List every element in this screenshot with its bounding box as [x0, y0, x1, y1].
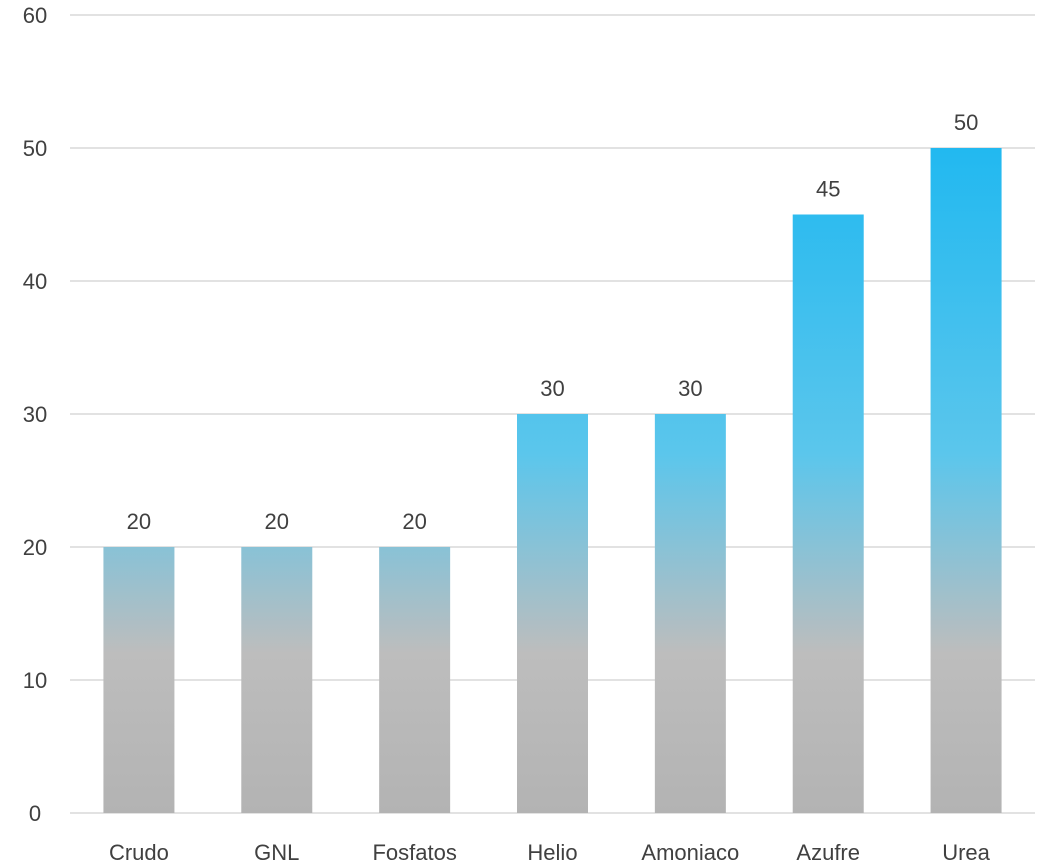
x-category-label: Azufre	[796, 840, 860, 864]
data-label: 20	[127, 509, 151, 534]
bar-fosfatos	[379, 547, 451, 813]
y-tick-label: 20	[23, 535, 47, 560]
y-tick-label: 40	[23, 269, 47, 294]
bar-crudo	[103, 547, 175, 813]
x-category-label: Fosfatos	[372, 840, 456, 864]
x-category-label: Urea	[942, 840, 990, 864]
y-tick-label: 60	[23, 3, 47, 28]
bar-helio	[517, 414, 588, 813]
data-labels: 20 20 20 30 30 45 50	[127, 110, 979, 534]
y-tick-label: 10	[23, 668, 47, 693]
data-label: 20	[402, 509, 426, 534]
data-label: 20	[265, 509, 289, 534]
x-category-label: Amoniaco	[641, 840, 739, 864]
data-label: 30	[540, 376, 564, 401]
y-axis-tick-labels: 0 10 20 30 40 50 60	[23, 3, 47, 826]
y-tick-label: 0	[29, 801, 41, 826]
x-category-label: Helio	[527, 840, 577, 864]
bars	[103, 148, 1002, 813]
data-label: 45	[816, 177, 840, 202]
bar-gnl	[241, 547, 313, 813]
x-category-label: Crudo	[109, 840, 169, 864]
bar-urea	[930, 148, 1002, 813]
bar-azufre	[792, 214, 864, 813]
y-tick-label: 50	[23, 136, 47, 161]
data-label: 50	[954, 110, 978, 135]
x-axis-category-labels: Crudo GNL Fosfatos Helio Amoniaco Azufre Urea	[109, 840, 991, 864]
data-label: 30	[678, 376, 702, 401]
y-tick-label: 30	[23, 402, 47, 427]
bar-amoniaco	[654, 414, 726, 813]
x-category-label: GNL	[254, 840, 299, 864]
